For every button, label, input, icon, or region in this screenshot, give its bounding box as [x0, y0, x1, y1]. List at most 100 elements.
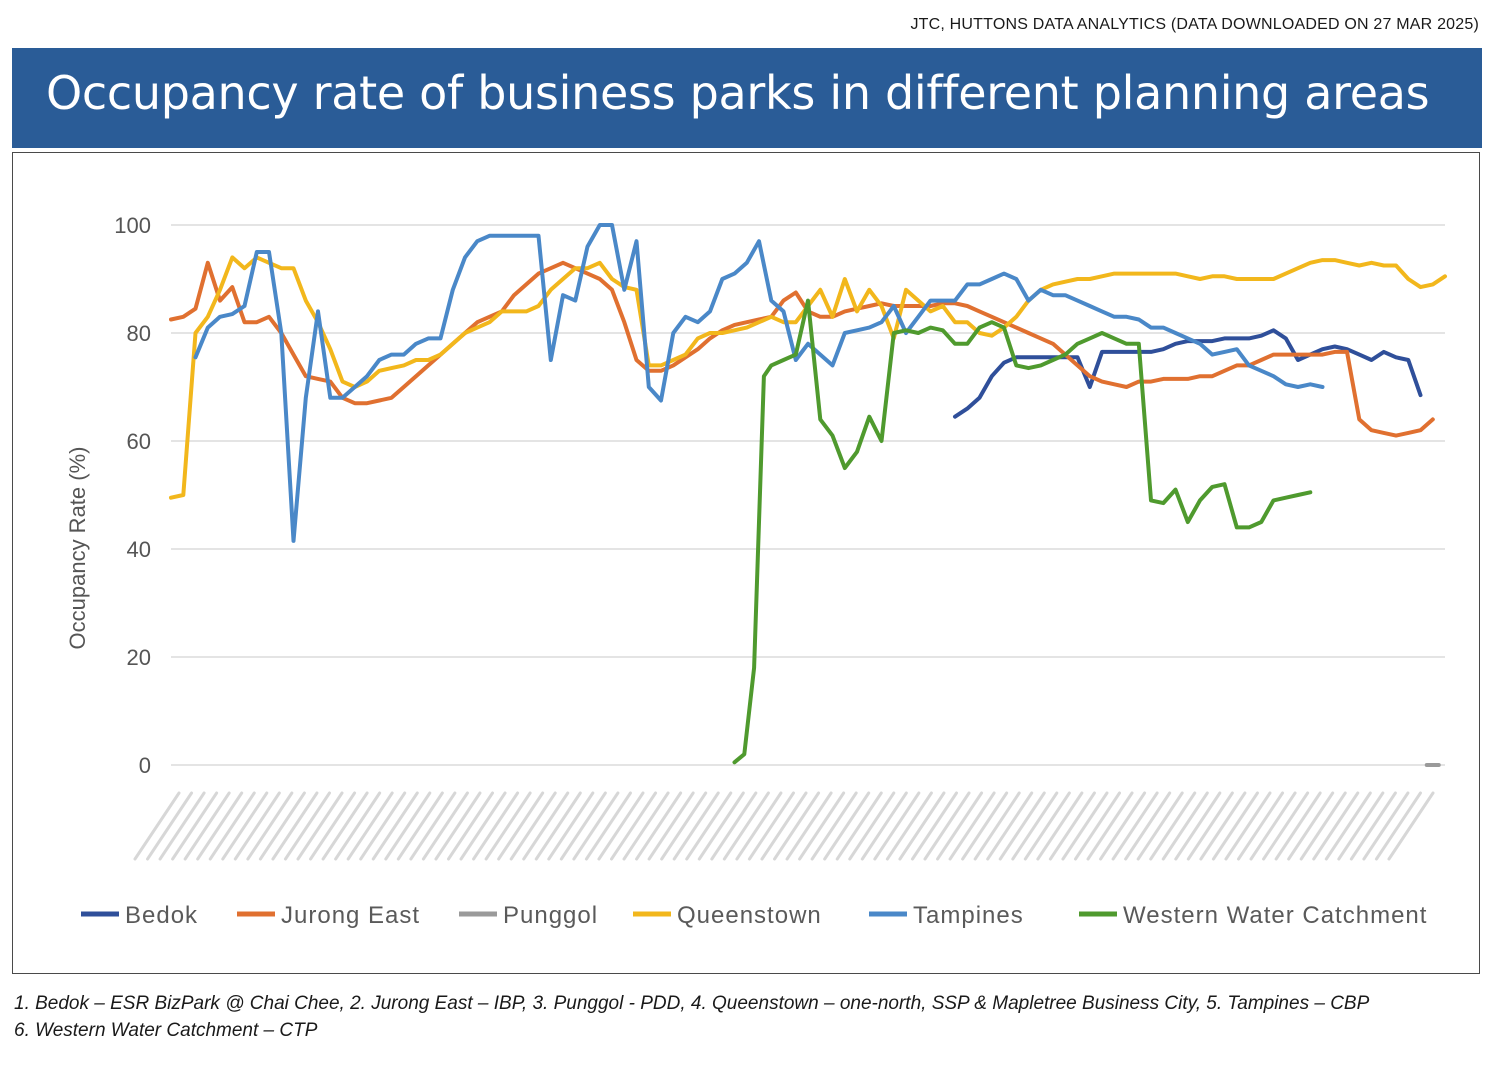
- footnote-line-1: 1. Bedok – ESR BizPark @ Chai Chee, 2. J…: [14, 993, 1370, 1014]
- x-tick-mark: [722, 791, 770, 861]
- x-tick-mark: [1374, 791, 1422, 861]
- y-axis-label: Occupancy Rate (%): [65, 447, 90, 650]
- y-tick-label-60: 60: [127, 429, 151, 454]
- x-tick-mark: [1149, 791, 1197, 861]
- x-tick-mark: [1161, 791, 1209, 861]
- x-tick-mark: [860, 791, 908, 861]
- x-tick-mark: [396, 791, 444, 861]
- x-tick-mark: [572, 791, 620, 861]
- x-tick-mark: [1362, 791, 1410, 861]
- y-tick-label-0: 0: [139, 753, 151, 778]
- x-tick-mark: [484, 791, 532, 861]
- x-tick-mark: [171, 791, 219, 861]
- x-tick-mark: [309, 791, 357, 861]
- x-tick-mark: [1237, 791, 1285, 861]
- x-tick-mark: [584, 791, 632, 861]
- x-tick-mark: [233, 791, 281, 861]
- x-tick-mark: [1299, 791, 1347, 861]
- y-axis-ticks: 0 20 40 60 80 100: [114, 213, 151, 778]
- y-tick-label-40: 40: [127, 537, 151, 562]
- x-tick-mark: [1099, 791, 1147, 861]
- x-tick-mark: [1023, 791, 1071, 861]
- x-tick-mark: [1324, 791, 1372, 861]
- x-tick-mark: [1061, 791, 1109, 861]
- x-tick-mark: [986, 791, 1034, 861]
- page-title: Occupancy rate of business parks in diff…: [46, 66, 1430, 120]
- y-tick-label-20: 20: [127, 645, 151, 670]
- series-line-5: [732, 298, 1313, 765]
- series-line-3: [169, 255, 1447, 500]
- x-tick-mark: [547, 791, 595, 861]
- x-tick-mark: [346, 791, 394, 861]
- series-line-0: [953, 328, 1423, 419]
- x-tick-mark: [1036, 791, 1084, 861]
- x-tick-mark: [685, 791, 733, 861]
- x-tick-mark: [597, 791, 645, 861]
- x-tick-mark: [296, 791, 344, 861]
- x-tick-mark: [271, 791, 319, 861]
- x-tick-mark: [183, 791, 231, 861]
- y-tick-label-80: 80: [127, 321, 151, 346]
- x-tick-mark: [1199, 791, 1247, 861]
- legend-label-0: Bedok: [125, 902, 198, 929]
- x-tick-mark: [672, 791, 720, 861]
- x-tick-mark: [1111, 791, 1159, 861]
- x-tick-mark: [1224, 791, 1272, 861]
- x-tick-mark: [873, 791, 921, 861]
- x-tick-mark: [735, 791, 783, 861]
- footnotes: 1. Bedok – ESR BizPark @ Chai Chee, 2. J…: [14, 990, 1369, 1044]
- x-tick-mark: [1349, 791, 1397, 861]
- x-tick-mark: [910, 791, 958, 861]
- x-tick-mark: [359, 791, 407, 861]
- x-tick-mark: [610, 791, 658, 861]
- x-tick-mark: [885, 791, 933, 861]
- x-tick-mark: [371, 791, 419, 861]
- y-tick-label-100: 100: [114, 213, 151, 238]
- series-line-1: [169, 260, 1435, 438]
- x-tick-mark: [283, 791, 331, 861]
- x-tick-mark: [497, 791, 545, 861]
- x-tick-mark: [760, 791, 808, 861]
- x-tick-mark: [898, 791, 946, 861]
- x-tick-mark: [384, 791, 432, 861]
- x-tick-mark: [334, 791, 382, 861]
- x-tick-mark: [534, 791, 582, 861]
- x-tick-mark: [1011, 791, 1059, 861]
- x-tick-mark: [1048, 791, 1096, 861]
- x-tick-mark: [321, 791, 369, 861]
- x-tick-mark: [798, 791, 846, 861]
- x-tick-mark: [1249, 791, 1297, 861]
- x-tick-mark: [973, 791, 1021, 861]
- x-tick-mark: [221, 791, 269, 861]
- x-tick-mark: [447, 791, 494, 861]
- x-tick-mark: [158, 791, 206, 861]
- x-tick-mark: [146, 791, 194, 861]
- chart-series: [169, 223, 1447, 767]
- x-tick-mark: [647, 791, 695, 861]
- x-tick-mark: [1387, 791, 1435, 861]
- x-tick-mark: [1124, 791, 1172, 861]
- x-tick-mark: [961, 791, 1009, 861]
- x-tick-mark: [823, 791, 871, 861]
- x-tick-mark: [622, 791, 670, 861]
- x-tick-mark: [434, 791, 482, 861]
- x-tick-mark: [258, 791, 306, 861]
- x-tick-mark: [773, 791, 821, 861]
- x-tick-mark: [196, 791, 244, 861]
- source-credit: JTC, HUTTONS DATA ANALYTICS (DATA DOWNLO…: [910, 16, 1479, 33]
- series-line-4: [193, 223, 1325, 543]
- x-tick-mark: [1074, 791, 1121, 861]
- x-tick-mark: [848, 791, 896, 861]
- legend-label-5: Western Water Catchment: [1123, 902, 1427, 929]
- x-tick-mark: [421, 791, 469, 861]
- x-tick-mark: [133, 791, 181, 861]
- x-tick-mark: [208, 791, 256, 861]
- x-tick-mark: [810, 791, 858, 861]
- x-tick-mark: [1312, 791, 1360, 861]
- x-tick-mark: [835, 791, 883, 861]
- x-tick-mark: [998, 791, 1046, 861]
- x-axis-ticks: [133, 791, 1435, 861]
- x-tick-mark: [923, 791, 971, 861]
- x-tick-mark: [522, 791, 570, 861]
- x-tick-mark: [948, 791, 996, 861]
